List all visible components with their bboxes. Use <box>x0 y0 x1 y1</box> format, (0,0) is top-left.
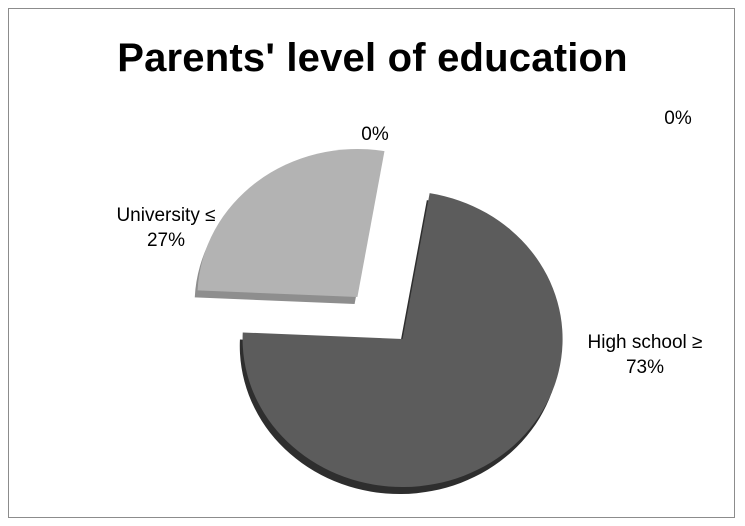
high-school-label: High school ≥ 73% <box>570 330 720 380</box>
zero-percent-label-1: 0% <box>345 122 405 147</box>
university-label-name: University ≤ <box>86 203 246 228</box>
university-label: University ≤ 27% <box>86 203 246 253</box>
high-school-label-name: High school ≥ <box>570 330 720 355</box>
pie-slices <box>195 149 563 494</box>
high-school-label-value: 73% <box>570 355 720 380</box>
zero-percent-label-2: 0% <box>648 106 708 131</box>
university-label-value: 27% <box>86 228 246 253</box>
